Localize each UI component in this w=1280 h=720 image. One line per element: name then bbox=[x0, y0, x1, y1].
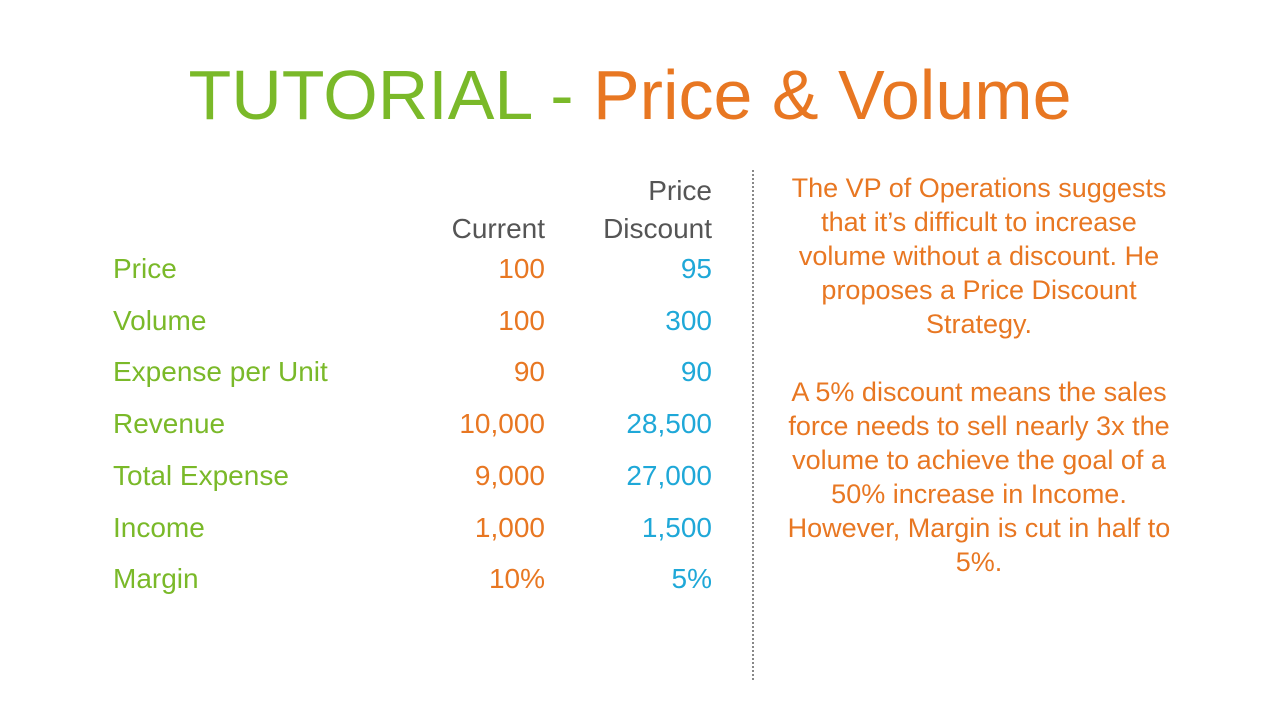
title-orange: Price & Volume bbox=[592, 56, 1072, 134]
current-value: 1,000 bbox=[474, 511, 545, 543]
title: TUTORIAL - Price & Volume bbox=[0, 50, 1260, 140]
discount-value: 90 bbox=[680, 356, 712, 388]
discount-value: 95 bbox=[680, 253, 712, 284]
current-value: 9,000 bbox=[474, 459, 545, 491]
column-header: Current bbox=[451, 213, 545, 244]
discount-value: 27,000 bbox=[626, 459, 712, 491]
divider bbox=[752, 170, 754, 680]
note: A 5% discount means the sales force need… bbox=[787, 377, 1171, 577]
current-value: 100 bbox=[498, 253, 545, 284]
current-value: 100 bbox=[498, 304, 545, 336]
column-header: Price Discount bbox=[603, 175, 712, 244]
current-value: 10,000 bbox=[459, 408, 545, 440]
row-label: Margin bbox=[113, 563, 199, 595]
row-label: Revenue bbox=[113, 408, 226, 440]
current-value: 10% bbox=[488, 563, 545, 595]
discount-value: 28,500 bbox=[626, 408, 712, 440]
discount-value: 1,500 bbox=[641, 511, 712, 543]
current-value: 90 bbox=[513, 356, 545, 388]
row-label: Income bbox=[113, 511, 205, 543]
row-label: Price bbox=[113, 253, 177, 284]
notes: The VP of Operations suggests that it’s … bbox=[779, 171, 1179, 613]
title-green: TUTORIAL - bbox=[188, 56, 574, 134]
row-label: Volume bbox=[113, 304, 207, 336]
discount-value: 5% bbox=[671, 563, 712, 595]
discount-value: 300 bbox=[665, 304, 712, 336]
row-label: Total Expense bbox=[113, 459, 289, 491]
note: The VP of Operations suggests that it’s … bbox=[791, 173, 1167, 339]
row-label: Expense per Unit bbox=[113, 356, 328, 388]
